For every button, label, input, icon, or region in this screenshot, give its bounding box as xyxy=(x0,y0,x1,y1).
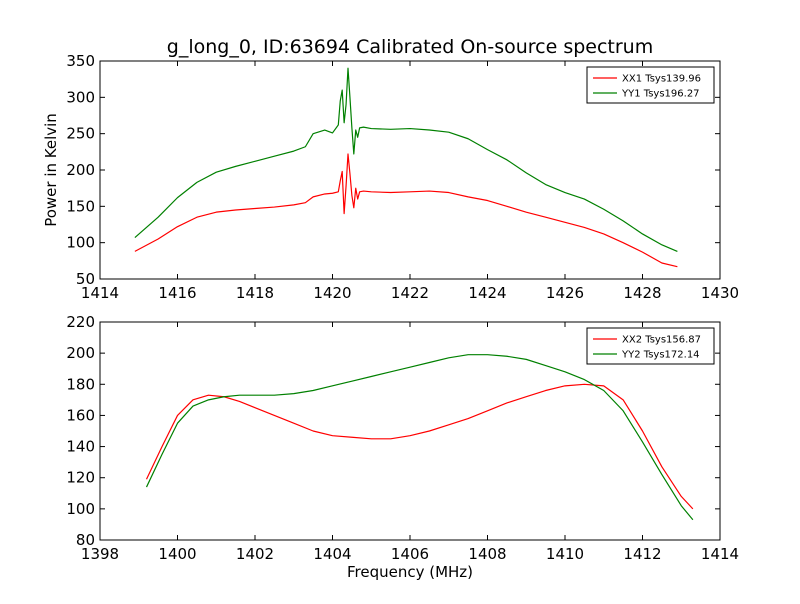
x-tick-label: 1426 xyxy=(546,284,584,302)
x-tick-label: 1412 xyxy=(623,545,661,563)
x-tick-label: 1398 xyxy=(81,545,119,563)
y-tick-label: 200 xyxy=(66,344,95,362)
legend: XX1 Tsys139.96 YY1 Tsys196.27 xyxy=(586,66,715,104)
x-tick-label: 1410 xyxy=(546,545,584,563)
x-tick-label: 1430 xyxy=(701,284,739,302)
legend-box xyxy=(586,66,715,104)
x-axis-label: Frequency (MHz) xyxy=(347,563,473,581)
legend-entry: YY1 Tsys196.27 xyxy=(621,89,700,100)
y-tick-label: 100 xyxy=(66,234,95,252)
chart-panel-2: 1398 1400 1402 1404 1406 1408 1410 1412 1414 80 10… xyxy=(66,313,739,581)
y-tick-label: 50 xyxy=(76,270,95,288)
y-tick-label: 200 xyxy=(66,161,95,179)
legend: XX2 Tsys156.87 YY2 Tsys172.14 xyxy=(586,327,715,365)
x-tick-label: 1428 xyxy=(623,284,661,302)
x-tick-label: 1414 xyxy=(81,284,119,302)
series-line-2 xyxy=(145,354,694,521)
y-tick-label: 150 xyxy=(66,197,95,215)
y-tick-label: 220 xyxy=(66,313,95,331)
x-tick-label: 1418 xyxy=(236,284,274,302)
x-tick-label: 1420 xyxy=(313,284,351,302)
x-tick-label: 1416 xyxy=(158,284,196,302)
chart-title: g_long_0, ID:63694 Calibrated On-source … xyxy=(167,36,653,58)
y-tick-label: 250 xyxy=(66,125,95,143)
x-tick-label: 1404 xyxy=(313,545,351,563)
y-tick-label: 120 xyxy=(66,469,95,487)
y-tick-label: 160 xyxy=(66,406,95,424)
x-tick-label: 1422 xyxy=(391,284,429,302)
x-tick-label: 1408 xyxy=(468,545,506,563)
x-tick-label: 1414 xyxy=(701,545,739,563)
y-tick-label: 350 xyxy=(66,52,95,70)
legend-entry: XX1 Tsys139.96 xyxy=(622,74,701,85)
series-line-1 xyxy=(134,153,678,268)
y-tick-label: 80 xyxy=(76,531,95,549)
y-tick-label: 300 xyxy=(66,88,95,106)
x-tick-label: 1406 xyxy=(391,545,429,563)
y-axis-label: Power in Kelvin xyxy=(42,113,60,227)
y-tick-label: 100 xyxy=(66,500,95,518)
series-line-2 xyxy=(134,67,678,252)
y-tick-label: 180 xyxy=(66,375,95,393)
chart-panel-1: 1414 1416 1418 1420 1422 1424 1426 1428 1430 50 10… xyxy=(42,52,739,302)
legend-box xyxy=(586,327,715,365)
legend-entry: YY2 Tsys172.14 xyxy=(621,350,700,361)
y-tick-label: 140 xyxy=(66,438,95,456)
x-tick-label: 1424 xyxy=(468,284,506,302)
x-tick-label: 1402 xyxy=(236,545,274,563)
legend-entry: XX2 Tsys156.87 xyxy=(622,335,701,346)
series-line-1 xyxy=(145,383,694,510)
x-tick-label: 1400 xyxy=(158,545,196,563)
